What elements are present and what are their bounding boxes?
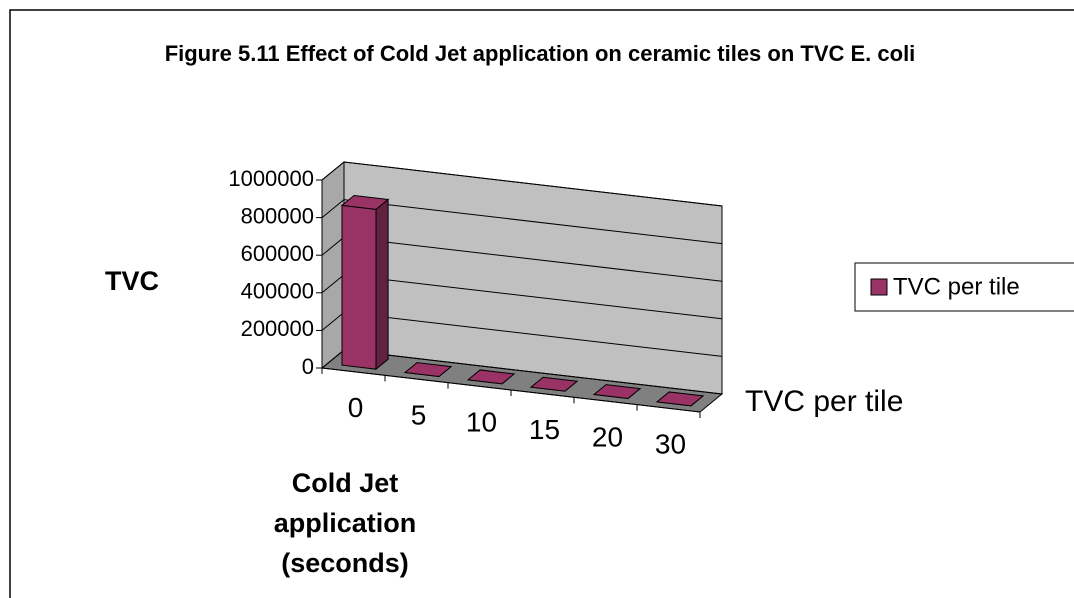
x-axis-label: Cold Jet application (seconds) [274, 468, 417, 578]
legend-swatch [870, 278, 888, 296]
bar-top [529, 376, 579, 392]
depth-axis-label: TVC per tile [745, 385, 903, 418]
x-tick-label: 30 [655, 429, 686, 460]
x-tick-label: 5 [411, 399, 427, 430]
bar [466, 369, 516, 385]
y-tick-label: 400000 [241, 279, 314, 304]
y-tick-label: 800000 [241, 203, 314, 228]
bar-front [341, 204, 377, 370]
legend-label: TVC per tile [893, 273, 1020, 300]
bar [592, 384, 642, 400]
bar [403, 362, 453, 378]
bar-top [340, 194, 390, 210]
chart-frame [9, 9, 1074, 598]
bar-side [375, 198, 389, 371]
y-tick-label: 200000 [241, 316, 314, 341]
bar-top [655, 391, 705, 407]
legend-box [854, 262, 1074, 312]
chart-title: Figure 5.11 Effect of Cold Jet applicati… [165, 41, 916, 66]
bar-top [403, 362, 453, 378]
x-tick-label: 10 [466, 407, 497, 438]
side-wall [321, 160, 345, 370]
x-tick-label: 15 [529, 414, 560, 445]
y-axis-label: TVC [105, 266, 159, 296]
bar-top [466, 369, 516, 385]
y-tick-label: 600000 [241, 241, 314, 266]
grid-line [321, 161, 723, 207]
bar-top [592, 384, 642, 400]
y-tick-label: 1000000 [228, 166, 314, 191]
bar [529, 376, 579, 392]
x-tick-label: 20 [592, 421, 623, 452]
bar [655, 391, 705, 407]
x-tick-label: 0 [348, 392, 364, 423]
y-tick-label: 0 [302, 354, 314, 379]
bar [340, 194, 390, 371]
grid-line [321, 199, 723, 245]
